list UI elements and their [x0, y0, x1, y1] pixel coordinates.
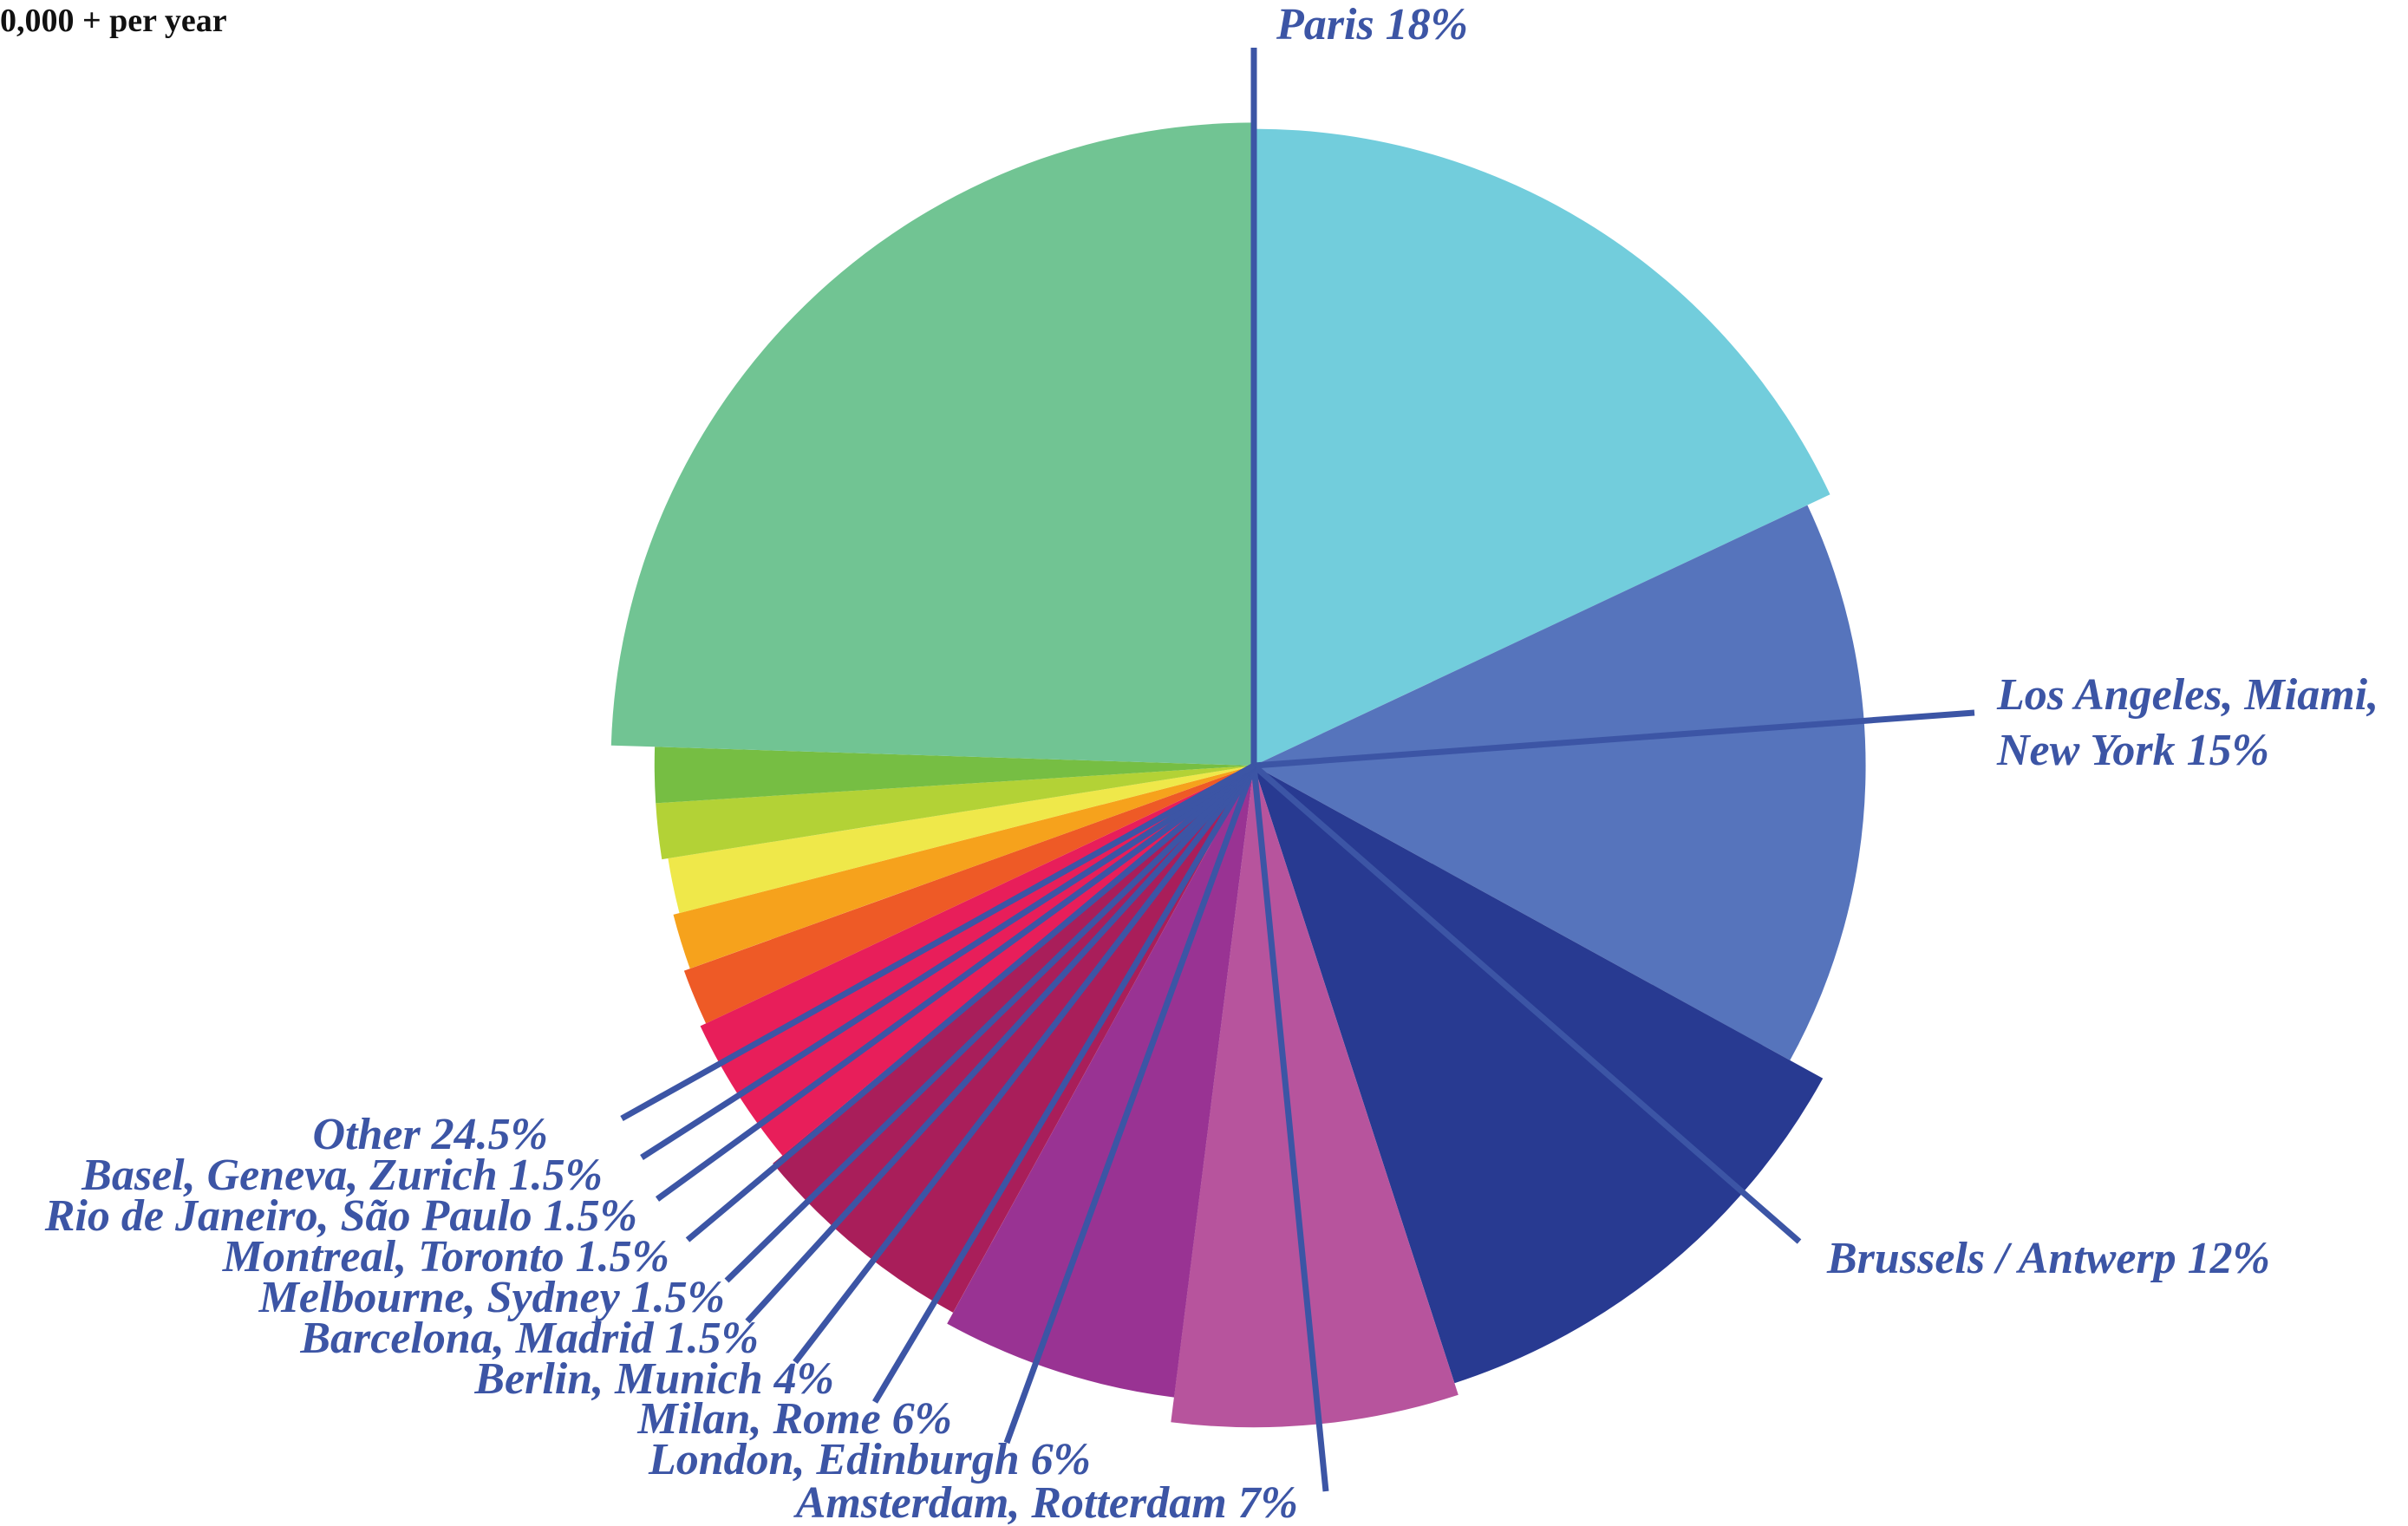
pie-slice-paris: [1254, 128, 1830, 766]
slice-label-london-edinburgh: London, Edinburgh 6%: [648, 1435, 1091, 1484]
slice-label-basel-geneva-zurich: Basel, Geneva, Zurich 1.5%: [81, 1151, 603, 1200]
pie-slice-london-edinburgh: [947, 766, 1254, 1398]
pie-slice-los-angeles-miami-new-york: [1254, 505, 1866, 1060]
slice-label-montreal-toronto: Montreal, Toronto 1.5%: [222, 1232, 669, 1281]
leader-line-milan-rome: [871, 764, 1257, 1404]
leader-line-melbourne-sydney: [724, 763, 1256, 1283]
slice-label-line: Los Angeles, Miami,: [1996, 670, 2379, 720]
pie-slice-amsterdam-rotterdam: [1171, 766, 1459, 1428]
leader-line-berlin-munich: [793, 763, 1256, 1365]
slice-label-melbourne-sydney: Melbourne, Sydney 1.5%: [258, 1273, 725, 1322]
pie-slice-montreal-toronto: [668, 766, 1254, 914]
slice-label-brussels-antwerp: Brussels / Antwerp 12%: [1826, 1234, 2270, 1283]
pie-slice-milan-rome: [773, 766, 1254, 1313]
slice-label-amsterdam-rotterdam: Amsterdam, Rotterdam 7%: [793, 1478, 1298, 1526]
leader-lines: [620, 48, 1975, 1492]
leader-line-amsterdam-rotterdam: [1250, 765, 1329, 1492]
pie-slice-barcelona-madrid: [683, 766, 1254, 1024]
leader-line-other: [620, 762, 1256, 1122]
slice-label-milan-rome: Milan, Rome 6%: [636, 1394, 952, 1444]
slice-label-paris: Paris 18%: [1276, 0, 1468, 49]
leader-line-london-edinburgh: [1003, 764, 1257, 1444]
slice-labels: Paris 18% Los Angeles, Miami, New York 15%…: [44, 0, 2379, 1526]
pie-slice-melbourne-sydney: [673, 766, 1254, 969]
leader-line-barcelona-madrid: [745, 763, 1256, 1324]
leader-line-rio-de-janeiro-sao-paulo: [655, 763, 1256, 1202]
slice-label-berlin-munich: Berlin, Munich 4%: [473, 1354, 834, 1404]
pie-slice-basel-geneva-zurich: [654, 747, 1254, 804]
slice-label-barcelona-madrid: Barcelona, Madrid 1.5%: [299, 1314, 759, 1363]
slice-label-line: New York 15%: [1996, 726, 2269, 775]
leader-line-los-angeles-miami-new-york: [1253, 709, 1975, 769]
slice-label-los-angeles-miami-new-york: Los Angeles, Miami, New York 15%: [1996, 670, 2379, 775]
pie-slice-brussels-antwerp: [1254, 766, 1824, 1384]
leader-line-montreal-toronto: [685, 763, 1256, 1242]
pie-slice-other: [610, 122, 1254, 766]
slice-label-rio-de-janeiro-sao-paulo: Rio de Janeiro, São Paulo 1.5%: [44, 1191, 637, 1241]
leader-line-basel-geneva-zurich: [640, 763, 1256, 1160]
slice-label-other: Other 24.5%: [312, 1110, 548, 1159]
pie-slice-rio-de-janeiro-sao-paulo: [656, 766, 1254, 860]
chart-caption: 0,000 + per year: [0, 3, 227, 39]
leader-line-brussels-antwerp: [1251, 763, 1802, 1244]
